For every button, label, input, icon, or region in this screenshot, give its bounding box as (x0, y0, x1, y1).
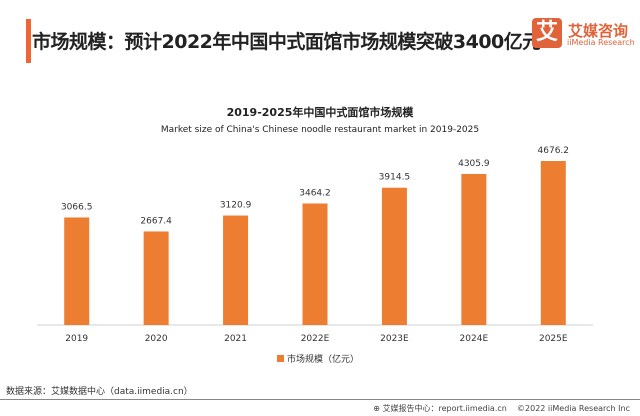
legend: 市场规模（亿元） (277, 352, 359, 365)
logo-text-en: iiMedia Research (567, 38, 635, 47)
x-tick-label: 2025E (539, 334, 568, 344)
logo-mark: 艾 (532, 18, 562, 48)
report-link[interactable]: 艾媒报告中心：report.iimedia.cn (382, 404, 507, 413)
data-label: 3066.5 (61, 202, 93, 212)
data-label: 3464.2 (299, 189, 331, 199)
bar (381, 187, 407, 325)
x-tick-label: 2020 (145, 334, 168, 344)
logo-text-cn: 艾媒咨询 (568, 22, 629, 40)
data-label: 4305.9 (458, 159, 490, 169)
data-label: 2667.4 (140, 216, 172, 226)
bar (143, 231, 169, 325)
x-tick-label: 2024E (460, 334, 489, 344)
data-label: 3914.5 (379, 173, 411, 183)
bar (540, 161, 566, 325)
x-tick-label: 2021 (224, 334, 247, 344)
data-source: 数据来源：艾媒数据中心（data.iimedia.cn） (6, 387, 193, 397)
bar (223, 215, 249, 325)
chart-subtitle: Market size of China's Chinese noodle re… (160, 125, 480, 135)
globe-icon: ⊕ (373, 404, 383, 413)
bar (302, 203, 328, 325)
chart-title: 2019-2025年中国中式面馆市场规模 (226, 106, 414, 119)
bar (64, 217, 90, 325)
x-tick-label: 2019 (65, 334, 88, 344)
data-label: 3120.9 (220, 201, 252, 211)
x-tick-label: 2022E (301, 334, 330, 344)
title-accent-bar (26, 19, 31, 63)
copyright: ©2022 iiMedia Research Inc (517, 404, 630, 413)
footer-divider (0, 399, 640, 400)
bar (461, 173, 487, 325)
data-label: 4676.2 (538, 146, 570, 156)
footer: ⊕ 艾媒报告中心：report.iimedia.cn ©2022 iiMedia… (373, 403, 630, 414)
page-title: 市场规模：预计2022年中国中式面馆市场规模突破3400亿元 (32, 31, 541, 53)
x-tick-label: 2023E (380, 334, 409, 344)
legend-label: 市场规模（亿元） (287, 355, 360, 365)
legend-swatch (277, 355, 284, 362)
